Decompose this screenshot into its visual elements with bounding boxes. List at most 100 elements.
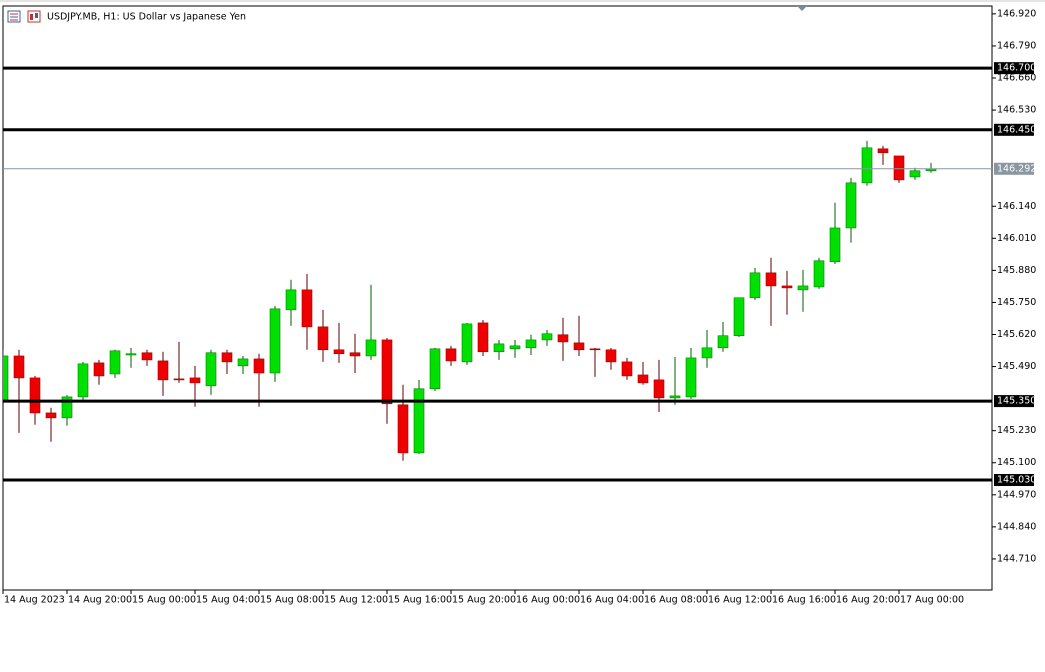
y-tick-label: 144.840 [997, 521, 1036, 532]
candle-body [141, 352, 153, 361]
candle-body [317, 326, 329, 351]
y-tick-label: 146.920 [997, 8, 1036, 19]
shift-marker [797, 6, 807, 11]
y-tick-label: 146.530 [997, 105, 1036, 116]
x-tick-label: 15 Aug 16:00 [388, 595, 452, 606]
candle-body [413, 388, 425, 454]
candle-body [605, 349, 617, 363]
candle-body [653, 379, 665, 399]
candle-body [493, 343, 505, 353]
level-box [994, 395, 1034, 408]
level-box [994, 474, 1034, 487]
candle-body [173, 378, 185, 381]
level-label: 146.450 [997, 124, 1036, 135]
title-icons [7, 10, 41, 23]
candle-body [829, 227, 841, 263]
y-tick-label: 145.880 [997, 265, 1036, 276]
level-box [994, 123, 1034, 136]
y-tick-label: 145.750 [997, 297, 1036, 308]
candle-body [157, 360, 169, 381]
candle-body [797, 285, 809, 291]
candle-body [29, 377, 41, 414]
candle-body [893, 155, 905, 181]
y-tick-label: 144.710 [997, 553, 1036, 564]
x-tick-label: 17 Aug 00:00 [900, 595, 964, 606]
level-label: 145.030 [997, 475, 1036, 486]
x-tick-label: 15 Aug 12:00 [324, 595, 388, 606]
candle-body [621, 361, 633, 377]
y-tick-label: 145.490 [997, 361, 1036, 372]
candle-body [813, 260, 825, 288]
current-price-label: 146.292 [997, 163, 1036, 174]
y-tick-label: 145.620 [997, 329, 1036, 340]
candle-body [717, 335, 729, 349]
candle-body [749, 272, 761, 299]
level-label: 145.350 [997, 396, 1036, 407]
x-tick-label: 15 Aug 08:00 [260, 595, 324, 606]
current-price-box [994, 162, 1034, 175]
y-tick-label: 145.100 [997, 457, 1036, 468]
candle-body [93, 362, 105, 377]
x-tick-label: 14 Aug 20:00 [68, 595, 132, 606]
candle-body [3, 355, 9, 401]
candle-body [237, 358, 249, 367]
y-tick-label: 144.970 [997, 489, 1036, 500]
candle-body [637, 374, 649, 384]
candle-body [557, 334, 569, 343]
candle-body [205, 352, 217, 387]
x-tick-label: 16 Aug 04:00 [580, 595, 644, 606]
candle-body [525, 339, 537, 349]
candle-body [301, 289, 313, 328]
candle-body [573, 342, 585, 351]
candle-body [189, 377, 201, 384]
candle-body [269, 308, 281, 374]
x-tick-label: 16 Aug 08:00 [644, 595, 708, 606]
plot-frame [2, 5, 993, 591]
level-label: 146.700 [997, 63, 1036, 74]
candle-body [333, 349, 345, 355]
candle-body [125, 353, 137, 356]
candle-body [733, 297, 745, 337]
candle-body [765, 272, 777, 287]
candle-body [397, 404, 409, 454]
chart-title: USDJPY.MB, H1: US Dollar vs Japanese Yen [47, 12, 246, 23]
candle-body [45, 412, 57, 419]
candle-body [589, 348, 601, 351]
candle-body [365, 339, 377, 357]
y-tick-label: 146.660 [997, 73, 1036, 84]
x-tick-label: 15 Aug 00:00 [132, 595, 196, 606]
level-box [994, 62, 1034, 75]
candle-body [669, 395, 681, 399]
x-tick-label: 16 Aug 16:00 [772, 595, 836, 606]
candle-body [781, 285, 793, 289]
candle-body [349, 352, 361, 357]
candle-body [541, 333, 553, 341]
candle-body [477, 322, 489, 353]
candle-body [381, 339, 393, 405]
x-tick-label: 15 Aug 20:00 [452, 595, 516, 606]
y-tick-label: 146.790 [997, 40, 1036, 51]
x-tick-label: 16 Aug 12:00 [708, 595, 772, 606]
candle-body [877, 148, 889, 154]
candle-body [285, 289, 297, 311]
candle-body [701, 347, 713, 359]
x-tick-label: 16 Aug 20:00 [836, 595, 900, 606]
candle-body [861, 147, 873, 184]
candle-body [445, 348, 457, 362]
candle-body [461, 323, 473, 363]
candle-body [61, 396, 73, 419]
candle-body [109, 350, 121, 375]
candle-body [77, 363, 89, 398]
candle-body [221, 352, 233, 363]
candle-body [13, 355, 25, 379]
x-tick-label: 14 Aug 2023 [4, 595, 65, 606]
candle-body [909, 170, 921, 178]
y-tick-label: 145.230 [997, 425, 1036, 436]
y-tick-label: 146.010 [997, 233, 1036, 244]
candle-body [685, 357, 697, 398]
x-tick-label: 16 Aug 00:00 [516, 595, 580, 606]
candle-body [845, 182, 857, 229]
candle-body [429, 348, 441, 390]
y-tick-label: 146.140 [997, 201, 1036, 212]
